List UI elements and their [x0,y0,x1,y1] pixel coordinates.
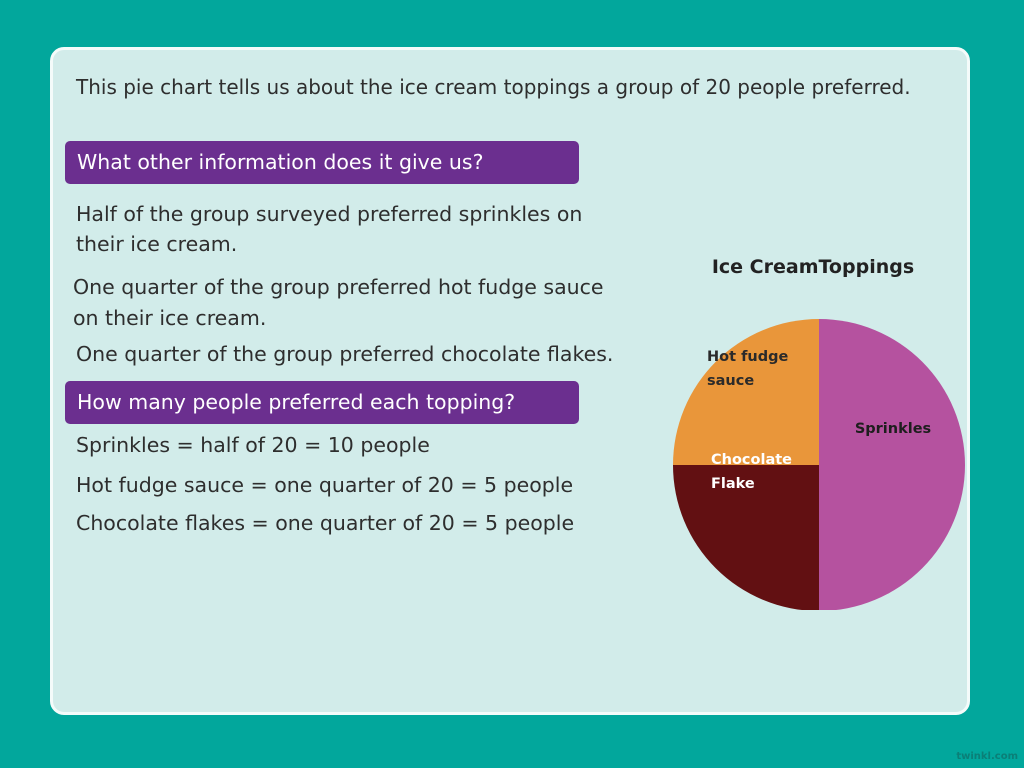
pie-label-sprinkles: Sprinkles [855,421,931,437]
question-heading-count: How many people preferred each topping? [77,390,516,414]
pie-slice-chocolate-flake [673,465,819,610]
pie-slice-hot-fudge-sauce [673,319,819,465]
info-line: their ice cream. [76,232,238,256]
info-line: on their ice cream. [73,306,267,330]
pie-chart: Ice CreamToppings Sprinkles Chocolate Flak… [663,250,973,610]
pie-chart-svg: Sprinkles Chocolate Flake Hot fudge sauce [673,319,965,610]
question-bar-count: How many people preferred each topping? [65,381,579,424]
footer-brand: twinkl.com [956,751,1018,762]
question-bar-info: What other information does it give us? [65,141,579,184]
answer-line: Hot fudge sauce = one quarter of 20 = 5 … [76,473,574,497]
pie-label-chocolate-flake: Chocolate Flake [711,452,792,492]
info-line: One quarter of the group preferred choco… [76,342,614,366]
answer-line: Sprinkles = half of 20 = 10 people [76,433,430,457]
answer-line: Chocolate flakes = one quarter of 20 = 5… [76,511,575,535]
pie-label-hot-fudge-sauce: Hot fudge sauce [707,349,788,389]
intro-text: This pie chart tells us about the ice cr… [76,75,911,99]
chart-title: Ice CreamToppings [711,256,915,278]
content-card: This pie chart tells us about the ice cr… [50,47,970,715]
info-line: One quarter of the group preferred hot f… [73,275,604,299]
pie-slice-sprinkles [819,319,965,610]
question-heading-info: What other information does it give us? [77,150,484,174]
info-line: Half of the group surveyed preferred spr… [76,202,583,226]
